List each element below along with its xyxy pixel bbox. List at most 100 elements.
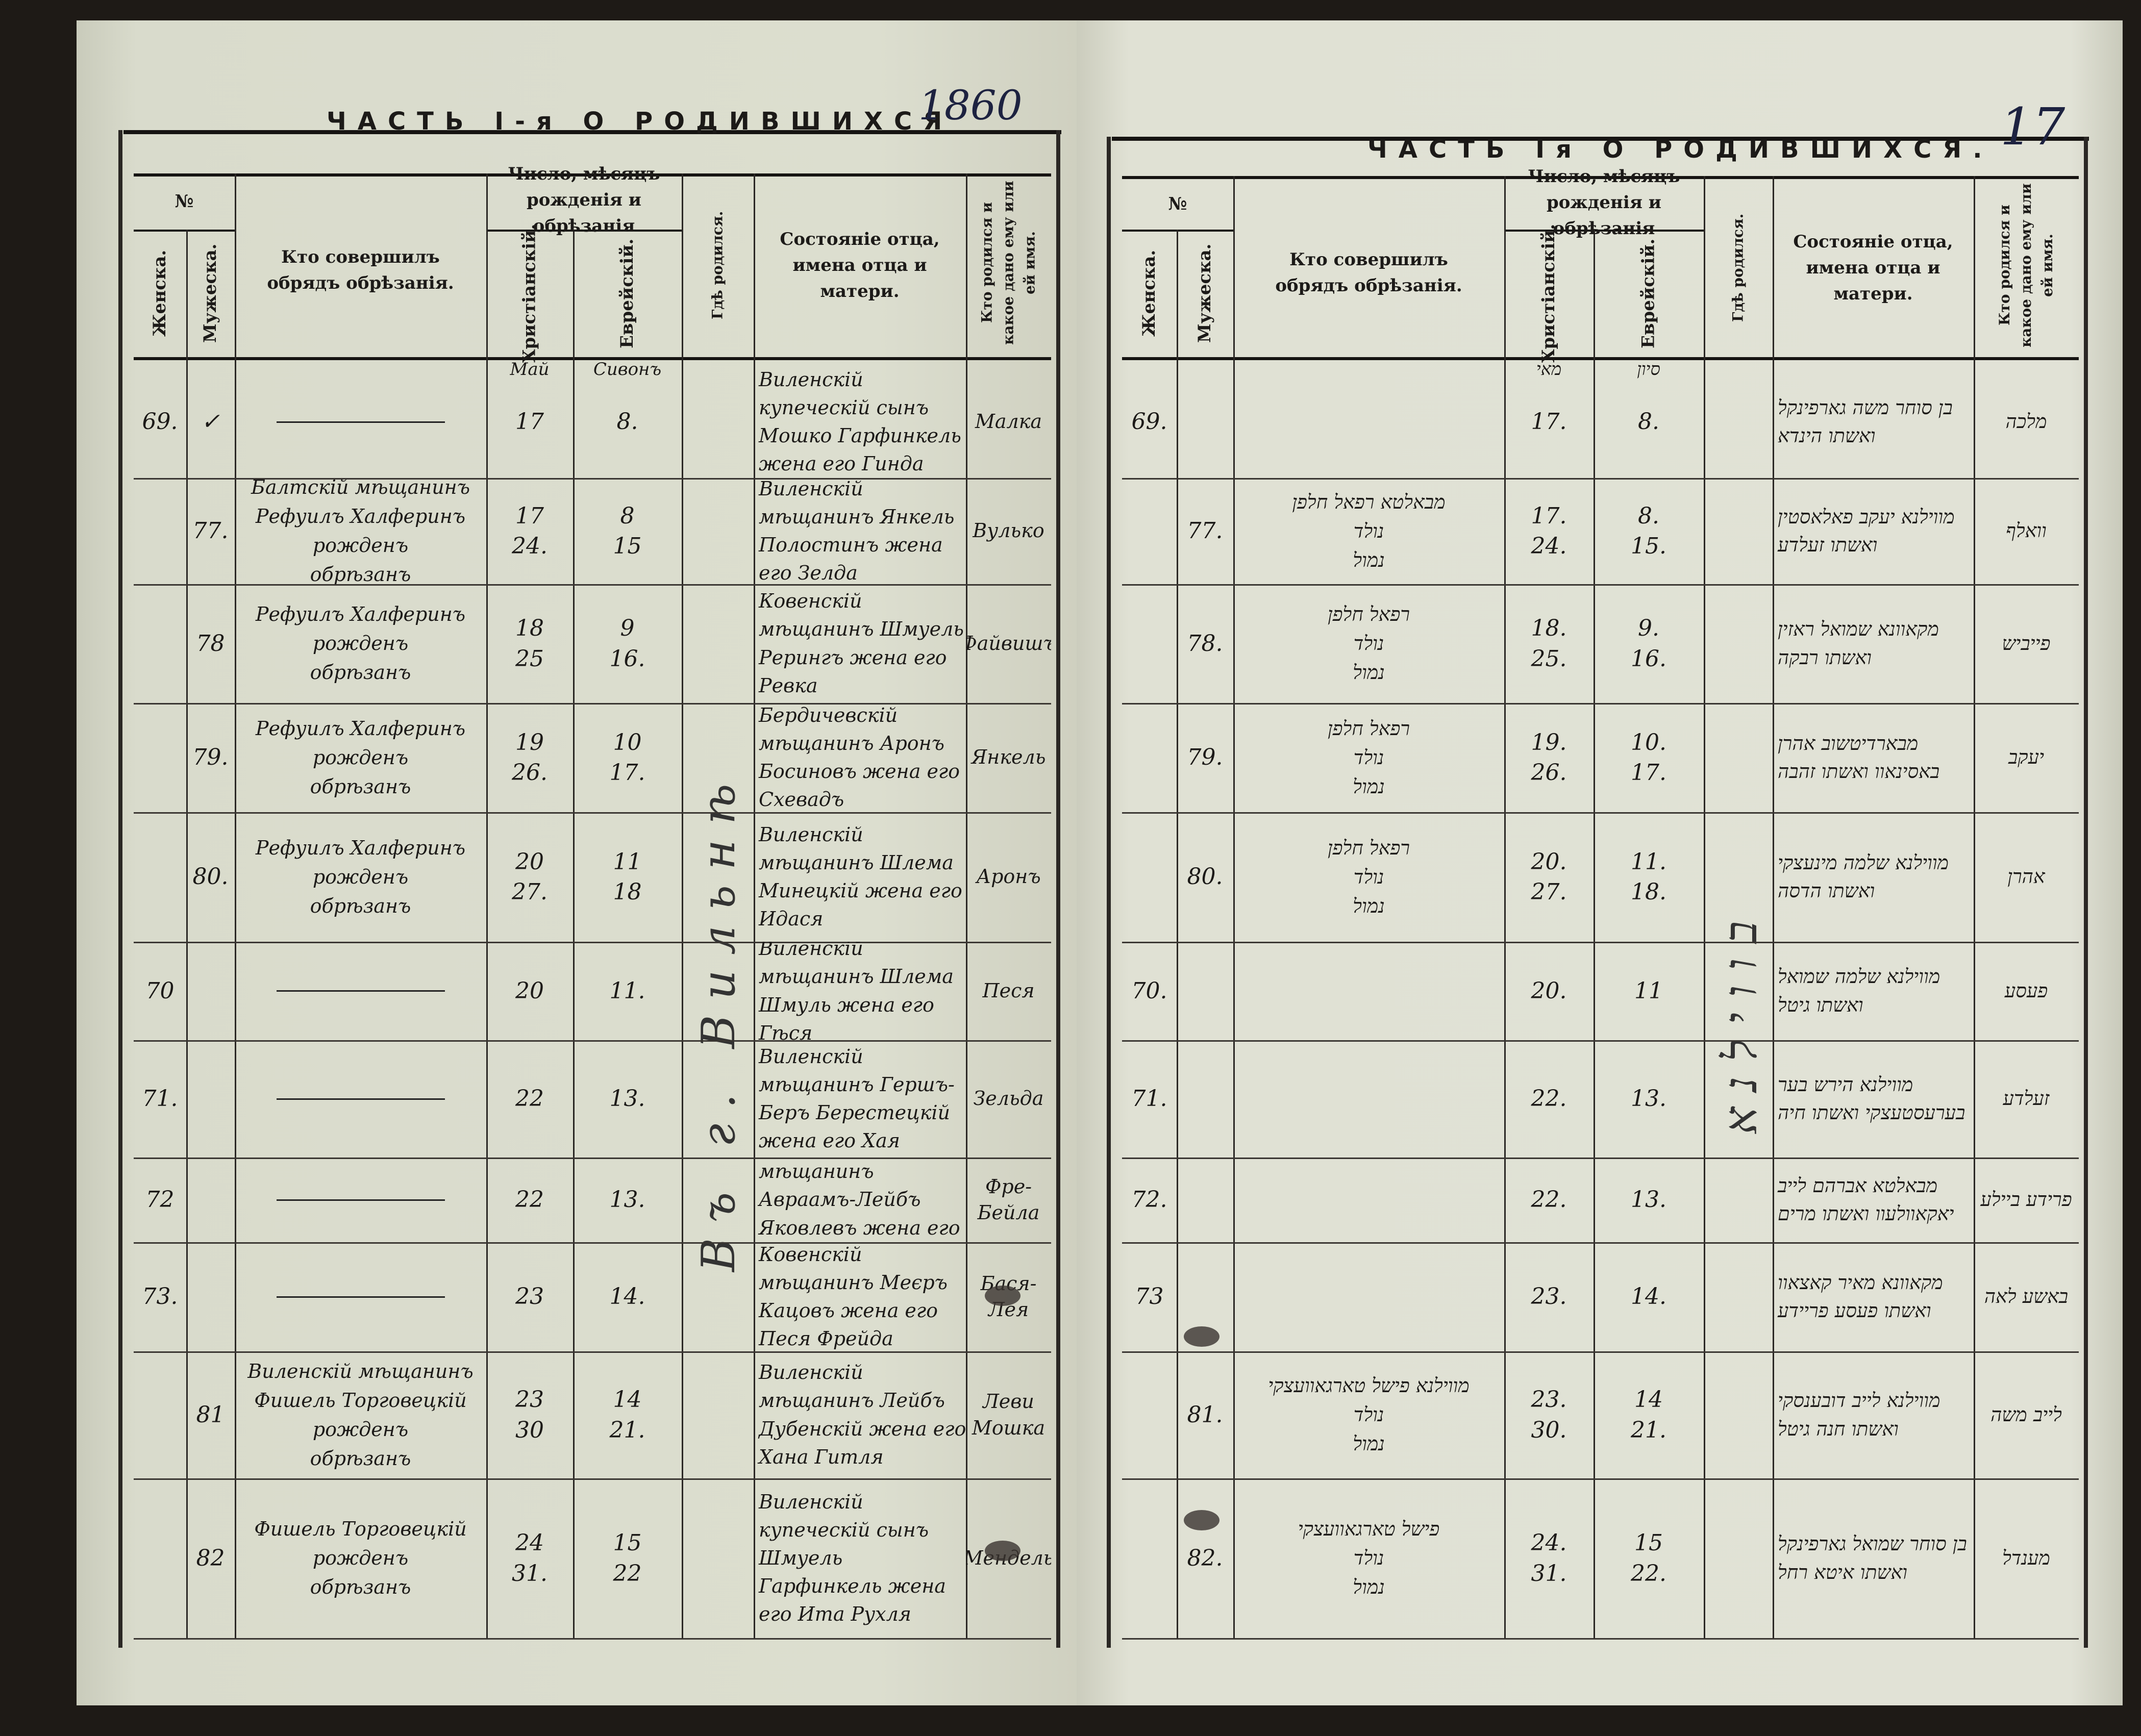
right-top-rule [1112,137,2089,141]
left-col-rule [682,173,683,1638]
right-row-parents: מווילנא יעקב פאלאסטין ואשתו זעלדע [1778,505,1955,556]
left-row-christian: 17 [515,409,544,435]
left-row-parents: Ковенскій мѣщанинъ Меєръ Кацовъ жена его… [759,1243,948,1350]
left-header-child: Кто родился и какое дано ему или ей имя. [978,181,1038,345]
right-row-jewish: 11 [1634,977,1663,1004]
left-row-male: 78 [196,630,225,657]
left-header-christian: Христіанскій. [519,223,540,363]
left-row-jewish: 11. [609,977,645,1004]
left-header-top-rule [134,173,1051,177]
right-row-christian: 17. 24. [1531,502,1567,559]
left-row-female [134,703,186,812]
right-row-rule [1122,1351,2079,1353]
left-row-parents: Виленскій мѣщанинъ Шлема Минецкій жена е… [759,823,962,930]
left-row-christian: 20 27. [512,848,547,905]
left-row-rule [134,1158,1051,1159]
right-row-rule [1122,1478,2079,1480]
right-col-rule [1974,176,1975,1638]
left-row-rule [134,812,1051,814]
left-top-rule [123,130,1061,134]
right-row-rule [1122,1158,2079,1159]
left-row-male: 81 [196,1401,225,1428]
left-row-parents: Бердичевскій мѣщанинъ Аронъ Босиновъ жен… [759,703,960,811]
left-row-jewish: 15 22 [613,1530,642,1587]
right-row-female: 69. [1131,409,1167,435]
left-row-child: Янкель [971,746,1046,769]
left-row-christian: 24 31. [512,1530,547,1587]
right-row-female: 72. [1131,1187,1167,1213]
right-header-birthplace: Гдѣ родился. [1729,213,1747,322]
left-row-jewish: 8 15 [613,502,642,559]
right-row-jewish: 8. 15. [1631,502,1666,559]
left-row-child: Файвишъ [966,632,1051,655]
right-row-child: מלכה [2005,410,2047,433]
right-frame-left [1107,137,1111,1648]
right-row-christian: 20. 27. [1531,848,1567,905]
left-row-male: ✓ [201,409,220,435]
right-page-number: 17 [2000,97,2065,157]
right-row-female [1122,584,1177,703]
right-row-child: מענדל [2002,1546,2050,1569]
right-row-jewish: 14 21. [1631,1387,1666,1443]
right-row-christian: 17. [1531,409,1567,435]
left-row-rule [134,1638,1051,1640]
blank-dash [276,1199,445,1201]
left-row-performer-dash [235,942,486,1040]
left-row-jewish: 10 17. [609,729,645,786]
right-row-parents: מקאוונא שמואל ראזין ואשתו רבקה [1778,618,1939,669]
right-row-child: לייב משה [1990,1403,2062,1426]
right-row-parents: בן סוחר שמואל גארפינקל ואשתו איטא רחל [1778,1532,1967,1583]
right-row-christian: 18. 25. [1531,615,1567,672]
right-row-jewish: 10. 17. [1631,729,1666,786]
left-row-rule [134,942,1051,943]
right-row-christian: 24. 31. [1531,1530,1567,1587]
left-row-male: 77. [192,518,229,544]
left-row-male [186,1158,235,1242]
left-row-rule [134,1040,1051,1042]
right-row-female [1122,703,1177,812]
right-month-jewish: סיון [1637,359,1660,380]
left-header-birthplace: Гдѣ родился. [709,211,726,320]
right-row-child: באשע לאה [1984,1285,2069,1308]
left-header-male: Мужеска. [200,243,220,343]
left-header-date-group: Число, мѣсяцъ рожденія и обрѣзанія [508,164,660,236]
blank-dash [276,421,445,423]
right-row-male: 81. [1187,1401,1223,1428]
right-header-date-group: Число, мѣсяцъ рожденія и обрѣзанія [1528,166,1680,239]
right-row-christian: 23. 30. [1531,1387,1567,1443]
left-row-jewish: 14. [609,1284,645,1310]
right-row-jewish: 9. 16. [1631,615,1666,672]
right-row-rule [1122,703,2079,705]
left-row-jewish: 9 16. [609,615,645,672]
right-row-rule [1122,1242,2079,1244]
left-row-rule [134,1478,1051,1480]
left-row-christian: 17 24. [512,502,547,559]
left-row-female [134,1478,186,1638]
right-header-parents: Состояніе отца, имена отца и матери. [1793,231,1953,304]
left-date-sub-rule [486,230,682,232]
left-row-parents: Виленскій мѣщанинъ Лейбъ Дубенскій жена … [759,1361,966,1468]
right-row-parents: מווילנא שלמה שמואל ואשתו גיטל [1778,965,1940,1016]
left-row-performer: Балтскій мѣщанинъ Рефуилъ Халферинъ рожд… [251,478,470,584]
left-row-christian: 20 [515,977,544,1004]
right-col-rule [1504,176,1506,1638]
right-col-rule [1704,176,1705,1638]
left-frame-right [1056,130,1060,1648]
right-row-male: 78. [1187,630,1223,657]
right-row-performer: רפאל חלפן נולד נמול [1327,717,1410,798]
left-frame-left [118,130,122,1648]
left-row-male: 82 [196,1545,225,1571]
right-header-christian: Христіанскій. [1538,223,1559,363]
right-row-performer: רפאל חלפן נולד נמול [1327,603,1410,684]
left-row-male [186,1040,235,1158]
left-row-child: Фре-Бейла [977,1175,1040,1224]
left-row-jewish: 14 21. [609,1387,645,1443]
right-row-christian: 22. [1531,1086,1567,1112]
left-birthplace-note: Въ г. Вильнѣ [692,768,745,1272]
right-row-male: 82. [1187,1545,1223,1571]
right-row-rule [1122,478,2079,480]
left-page-title: ЧАСТЬ I-я О РОДИВШИХСЯ [327,107,954,136]
right-row-rule [1122,1638,2079,1640]
left-row-parents: Виленскій мѣщанинъ Шлема Шмуль жена его … [759,942,954,1040]
left-row-rule [134,1242,1051,1244]
